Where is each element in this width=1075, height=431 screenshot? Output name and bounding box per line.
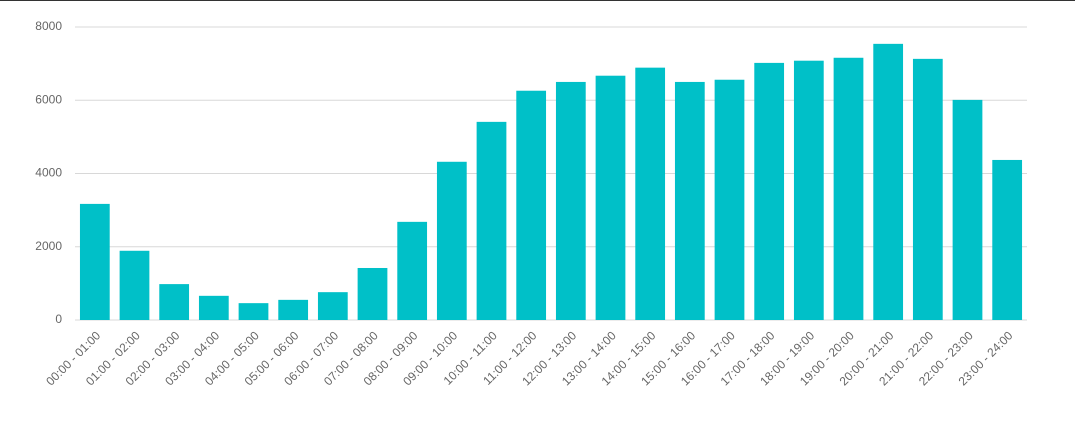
bar: [238, 303, 269, 320]
y-tick-label: 6000: [35, 92, 62, 106]
bar: [198, 295, 229, 320]
y-tick-label: 0: [55, 312, 62, 326]
bar: [833, 57, 864, 320]
bar: [992, 159, 1023, 320]
bar: [159, 284, 190, 320]
bar: [516, 90, 547, 320]
bar: [635, 67, 666, 320]
bar: [793, 60, 824, 320]
bar: [357, 267, 388, 320]
bar: [873, 43, 904, 320]
bar: [952, 99, 983, 320]
bar: [912, 58, 943, 321]
bar: [397, 221, 428, 320]
bar: [595, 75, 626, 321]
y-tick-label: 2000: [35, 239, 62, 253]
bar: [278, 299, 309, 320]
y-tick-label: 8000: [35, 19, 62, 33]
bar: [436, 161, 467, 320]
bar: [317, 292, 348, 320]
bar: [674, 81, 705, 320]
bar: [79, 203, 110, 320]
bar: [754, 62, 785, 320]
bar: [119, 250, 150, 320]
bar: [555, 81, 586, 320]
bar: [714, 79, 745, 321]
bar: [476, 121, 507, 320]
y-tick-label: 4000: [35, 166, 62, 180]
